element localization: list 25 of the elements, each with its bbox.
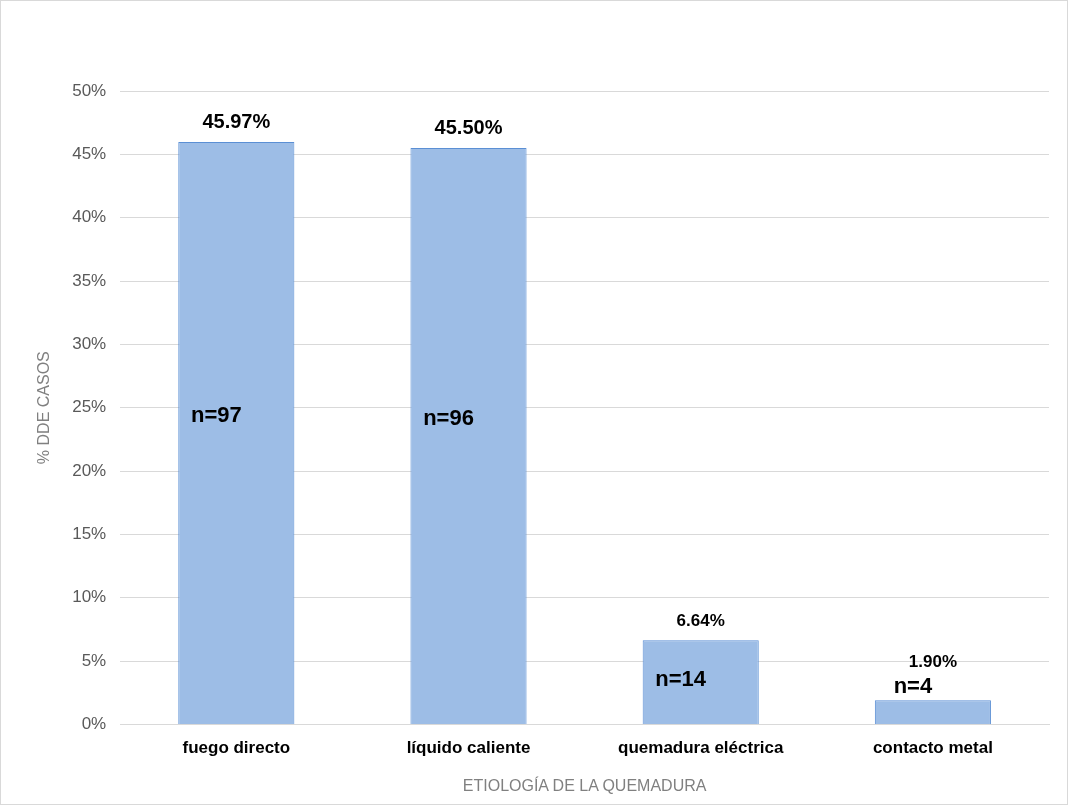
y-tick-label: 40%: [72, 207, 107, 227]
data-label: 45.50%: [434, 115, 503, 138]
annotation: n=97: [190, 401, 242, 427]
annotation: n=4: [893, 673, 933, 699]
y-tick-label: 15%: [72, 524, 107, 544]
y-axis-title: % DDE CASOS: [35, 351, 53, 465]
data-label: 45.97%: [202, 109, 271, 132]
x-tick-label: fuego directo: [182, 738, 291, 758]
y-tick-label: 45%: [72, 144, 107, 164]
x-tick-label: líquido caliente: [406, 738, 531, 758]
x-axis-title: ETIOLOGÍA DE LA QUEMADURA: [462, 775, 707, 794]
x-tick-label: contacto metal: [872, 738, 993, 758]
annotation: n=96: [423, 404, 474, 430]
annotation: n=14: [655, 665, 707, 691]
x-tick-label: quemadura eléctrica: [618, 738, 784, 758]
y-tick-label: 0%: [81, 714, 107, 734]
y-tick-label: 5%: [81, 650, 107, 670]
data-label: 1.90%: [908, 651, 957, 671]
y-tick-label: 30%: [72, 334, 107, 354]
y-tick-label: 20%: [72, 460, 107, 480]
y-tick-label: 10%: [72, 587, 107, 607]
y-tick-label: 35%: [72, 270, 107, 290]
y-tick-label: 25%: [72, 397, 107, 417]
data-label: 6.64%: [676, 611, 725, 631]
y-tick-label: 50%: [72, 80, 107, 100]
